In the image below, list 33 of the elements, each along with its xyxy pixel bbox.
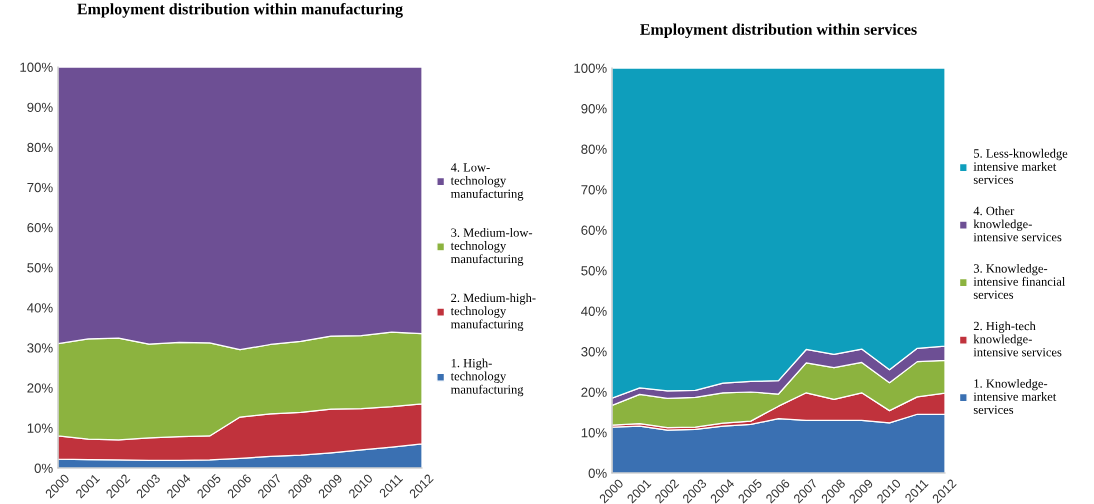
chart-title: Employment distribution within services (640, 23, 917, 39)
y-tick-label: 90% (581, 104, 607, 114)
y-tick-label: 60% (27, 222, 53, 233)
y-tick-label: 50% (27, 263, 53, 273)
y-tick-label: 40% (581, 306, 607, 316)
y-tick-label: 60% (581, 225, 607, 235)
y-tick-label: 50% (581, 266, 607, 276)
y-tick-label: 10% (27, 423, 53, 433)
y-tick-label: 0% (588, 468, 607, 478)
y-tick-label: 90% (27, 102, 53, 113)
y-tick-label: 20% (581, 387, 607, 397)
legend-label: 4. Low- technology manufacturing (450, 163, 524, 201)
legend-label: 1. High- technology manufacturing (450, 358, 524, 397)
chart-title: Employment distribution within manufacturing (77, 2, 403, 18)
y-tick-label: 80% (27, 142, 53, 153)
y-tick-label: 0% (34, 463, 53, 473)
y-tick-label: 80% (581, 144, 607, 154)
y-tick-label: 20% (27, 383, 53, 393)
legend-label: 3. Medium-low- technology manufacturing (450, 228, 533, 266)
legend-label: 1. Knowledge- intensive market services (973, 378, 1057, 414)
legend-label: 3. Knowledge- intensive financial services (973, 263, 1066, 299)
legend-label: 2. High-tech knowledge- intensive services (973, 321, 1062, 357)
y-tick-label: 30% (27, 343, 53, 353)
y-tick-label: 70% (581, 185, 607, 195)
y-tick-label: 30% (581, 347, 607, 357)
y-tick-label: 40% (27, 303, 53, 313)
y-tick-label: 70% (27, 182, 53, 193)
y-tick-label: 100% (20, 62, 53, 72)
legend-label: 4. Other knowledge- intensive services (973, 206, 1062, 242)
y-tick-label: 100% (574, 63, 607, 73)
legend-label: 2. Medium-high- technology manufacturing (450, 293, 536, 331)
legend-label: 5. Less-knowledge intensive market services (973, 148, 1068, 184)
y-tick-label: 10% (581, 428, 607, 438)
